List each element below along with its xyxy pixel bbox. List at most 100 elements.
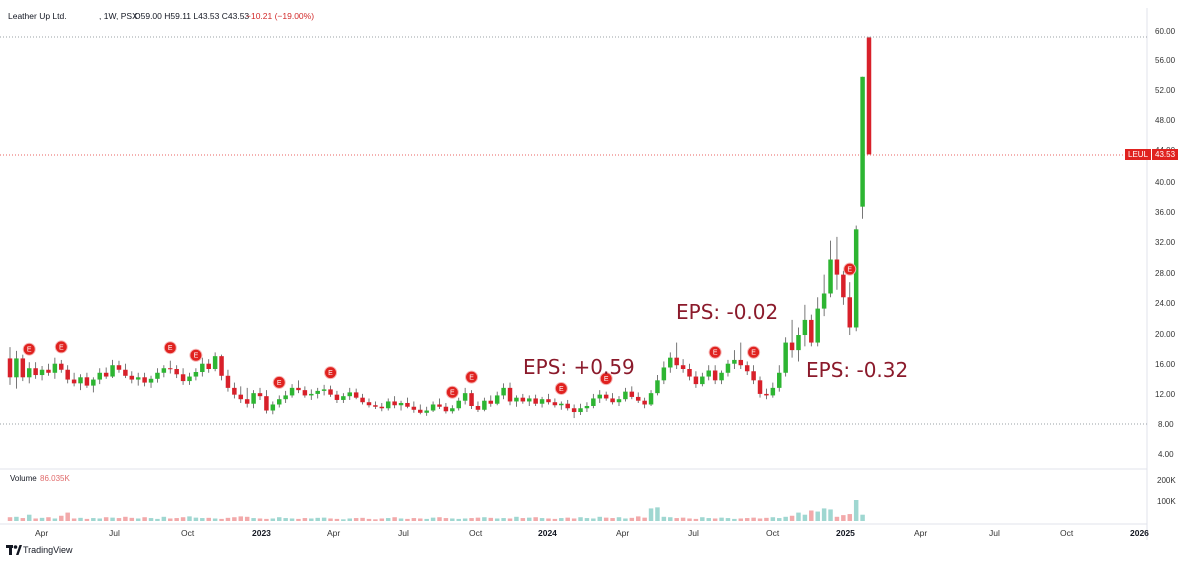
- volume-bar: [26, 514, 32, 521]
- earnings-marker-icon[interactable]: E: [465, 370, 479, 384]
- x-tick-label: Oct: [181, 528, 195, 538]
- candle-body: [482, 400, 487, 410]
- volume-bar: [578, 517, 583, 521]
- earnings-marker-icon[interactable]: E: [324, 366, 338, 380]
- earnings-marker-icon[interactable]: E: [599, 372, 613, 386]
- candle-body: [700, 376, 705, 385]
- volume-label[interactable]: Volume: [10, 474, 37, 483]
- volume-bar: [751, 517, 756, 521]
- candle-body: [398, 402, 404, 406]
- candle-body: [725, 363, 731, 373]
- volume-bar: [514, 516, 519, 521]
- volume-bar: [834, 516, 840, 521]
- candle-body: [411, 406, 417, 410]
- candle-body: [450, 408, 455, 412]
- earnings-marker-icon[interactable]: E: [554, 381, 568, 395]
- volume-bar: [821, 508, 827, 521]
- earnings-marker-icon[interactable]: E: [747, 345, 761, 359]
- candle-body: [546, 399, 551, 403]
- earnings-marker-icon[interactable]: E: [22, 342, 36, 356]
- candle-body: [257, 393, 263, 397]
- candle-body: [321, 389, 327, 391]
- candle-body: [405, 402, 410, 407]
- candle-body: [635, 396, 641, 401]
- volume-bar: [527, 517, 532, 521]
- candle-body: [687, 368, 692, 377]
- candle-body: [629, 391, 635, 397]
- candle-body: [161, 368, 167, 373]
- earnings-markers: E E E E E E E E E E E E E: [22, 262, 857, 399]
- volume-bars: [7, 500, 865, 521]
- volume-bar: [65, 512, 70, 521]
- volume-bar: [777, 518, 782, 521]
- interval-exchange[interactable]: , 1W, PSX: [99, 11, 138, 21]
- y-tick-label: 60.00: [1155, 27, 1176, 36]
- volume-bar: [847, 514, 853, 521]
- volume-bar: [206, 517, 211, 521]
- volume-bar: [373, 519, 378, 521]
- volume-bar: [341, 519, 346, 521]
- volume-bar: [315, 517, 320, 521]
- volume-bar: [200, 518, 205, 521]
- volume-bar: [59, 515, 64, 521]
- candle-body: [59, 363, 64, 370]
- earnings-marker-icon[interactable]: E: [54, 340, 68, 354]
- candle-body: [706, 370, 711, 377]
- candle-body: [783, 342, 788, 373]
- y-tick-label: 16.00: [1155, 360, 1176, 369]
- candle-body: [302, 390, 308, 396]
- volume-bar: [270, 518, 276, 521]
- candle-body: [488, 400, 494, 404]
- candle-body: [187, 376, 192, 382]
- y-tick-label: 12.00: [1155, 390, 1176, 399]
- candle-body: [623, 391, 628, 400]
- volume-bar: [328, 518, 333, 521]
- volume-bar: [78, 517, 83, 521]
- candle-body: [180, 374, 186, 382]
- x-tick-label: Oct: [766, 528, 780, 538]
- symbol-name[interactable]: Leather Up Ltd.: [8, 11, 67, 21]
- volume-bar: [770, 517, 776, 521]
- volume-bar: [264, 518, 269, 521]
- candle-body: [52, 363, 58, 373]
- earnings-marker-icon[interactable]: E: [445, 385, 459, 399]
- volume-bar: [161, 516, 167, 521]
- earnings-marker-icon[interactable]: E: [272, 375, 286, 389]
- volume-bar: [347, 518, 352, 521]
- svg-text:E: E: [194, 353, 199, 360]
- volume-bar: [424, 518, 429, 521]
- earnings-marker-icon[interactable]: E: [163, 341, 177, 355]
- candle-body: [360, 397, 365, 403]
- candle-body: [571, 408, 577, 413]
- tradingview-logo-icon[interactable]: [6, 544, 22, 556]
- candle-body: [764, 393, 769, 396]
- volume-bar: [732, 518, 737, 521]
- volume-bar: [469, 518, 474, 521]
- volume-tick-label: 100K: [1157, 497, 1176, 506]
- candle-body: [539, 399, 545, 404]
- candle-body: [276, 399, 282, 405]
- earnings-marker-icon[interactable]: E: [189, 348, 203, 362]
- volume-bar: [507, 518, 513, 521]
- x-tick-label: Apr: [35, 528, 49, 538]
- candle-body: [744, 365, 750, 372]
- volume-bar: [71, 518, 77, 521]
- volume-bar: [84, 518, 90, 521]
- earnings-marker-icon[interactable]: E: [843, 262, 857, 276]
- y-tick-label: 28.00: [1155, 269, 1176, 278]
- svg-text:E: E: [559, 386, 564, 393]
- volume-bar: [809, 510, 814, 521]
- candlesticks: [7, 36, 872, 419]
- y-tick-label: 52.00: [1155, 86, 1176, 95]
- volume-bar: [232, 517, 237, 521]
- volume-bar: [97, 518, 102, 521]
- volume-bar: [33, 518, 38, 521]
- earnings-marker-icon[interactable]: E: [708, 345, 722, 359]
- candle-body: [424, 410, 429, 413]
- candle-body: [7, 358, 13, 378]
- candle-body: [866, 37, 872, 155]
- volume-bar: [828, 509, 833, 521]
- volume-bar: [398, 518, 404, 521]
